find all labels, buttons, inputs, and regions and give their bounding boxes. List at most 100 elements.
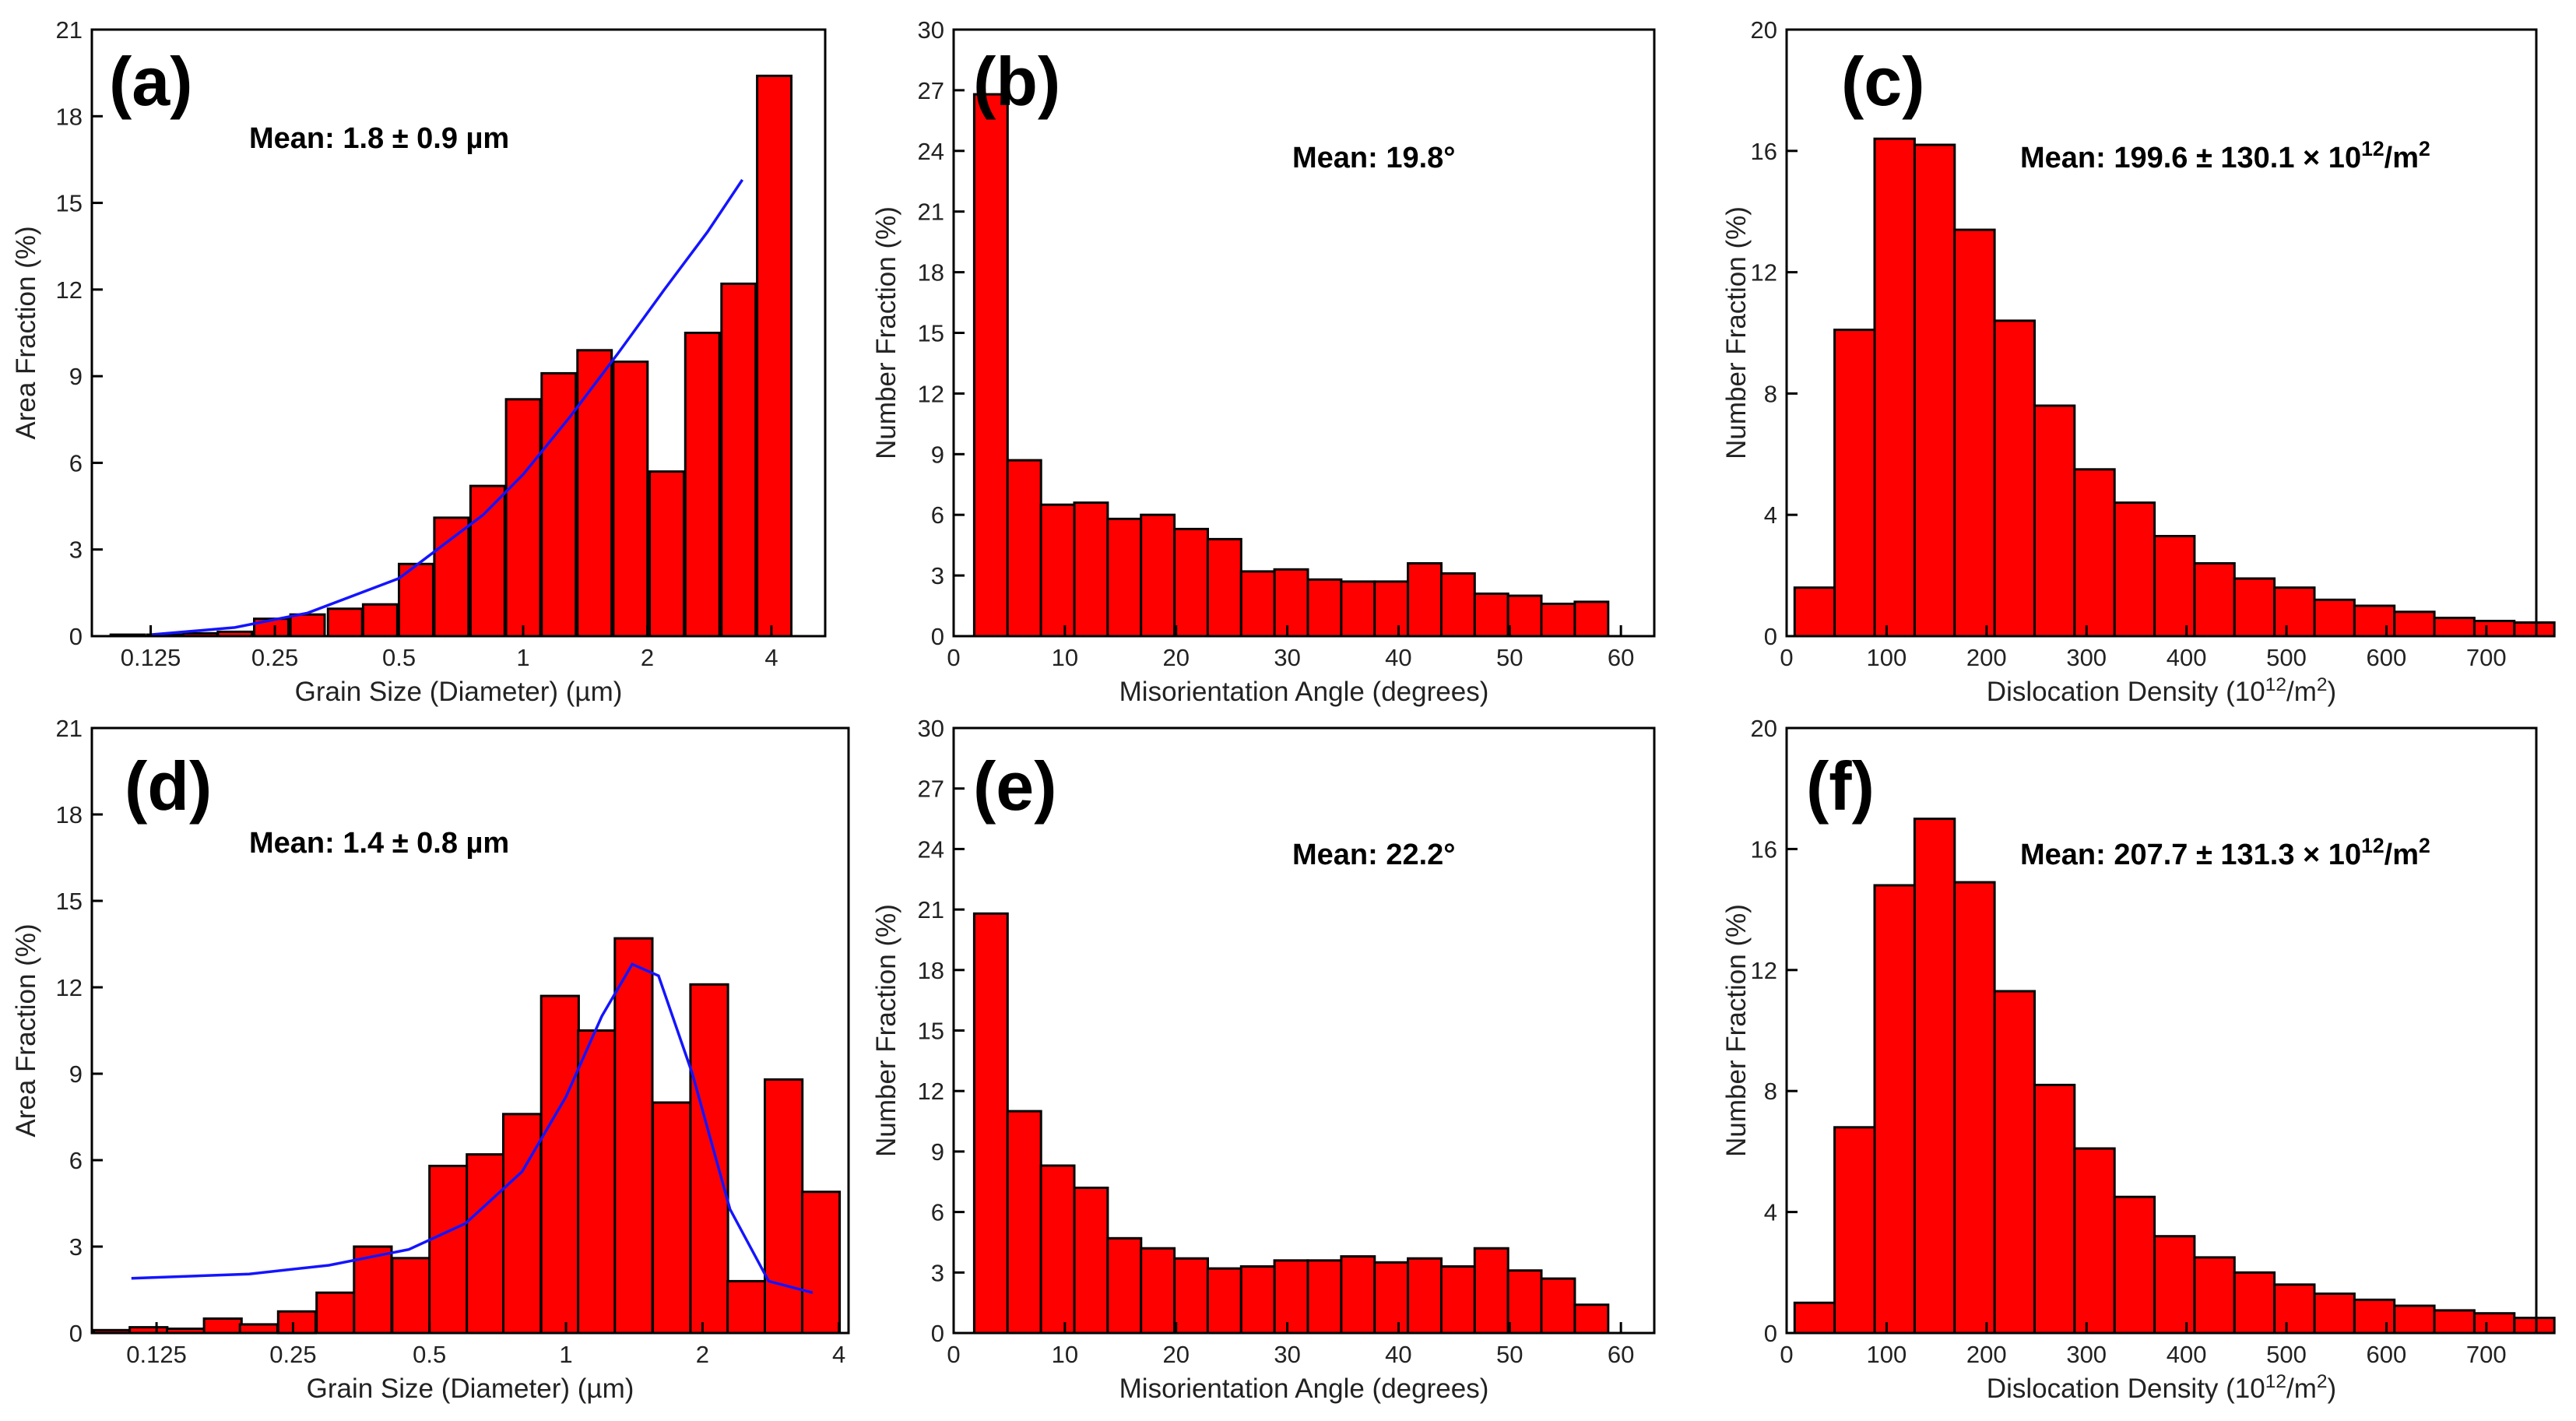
bar-f-3	[1913, 818, 1956, 1335]
y-tick-label-c: 12	[1751, 259, 1777, 287]
bar-c-7	[2073, 468, 2116, 638]
bar-e-10	[1306, 1259, 1343, 1335]
bar-e-18	[1573, 1303, 1610, 1335]
plot-frame-f	[1785, 726, 2538, 1335]
bar-f-10	[2193, 1256, 2236, 1335]
x-tick-label-c: 100	[1867, 644, 1907, 671]
bar-a-18	[756, 74, 792, 638]
bar-f-0	[1793, 1301, 1836, 1335]
x-tick-label-f: 200	[1966, 1341, 2007, 1368]
bar-d-9	[428, 1164, 469, 1335]
x-tick-label-e: 10	[1052, 1341, 1078, 1368]
bar-c-15	[2393, 610, 2436, 638]
bar-f-8	[2113, 1195, 2156, 1335]
x-tick-label-c: 400	[2167, 644, 2207, 671]
x-tick-label-f: 100	[1867, 1341, 1907, 1368]
bar-b-1	[1006, 459, 1042, 638]
x-axis-label-c: Dislocation Density (1012/m2)	[1987, 674, 2336, 708]
fit-curve-d	[131, 962, 814, 1294]
y-tick-label-a: 3	[69, 536, 83, 564]
bar-b-17	[1540, 603, 1576, 638]
y-tick-label-b: 6	[931, 501, 944, 529]
y-tick-label-b: 30	[918, 16, 944, 44]
bar-c-5	[1993, 319, 2037, 638]
bar-c-9	[2153, 535, 2196, 638]
y-tick-label-b: 24	[918, 138, 944, 165]
x-tick-label-f: 400	[2167, 1341, 2207, 1368]
panel-label-d: (d)	[125, 747, 212, 825]
x-axis-label-f: Dislocation Density (1012/m2)	[1987, 1371, 2336, 1405]
y-tick-label-d: 3	[69, 1233, 83, 1261]
y-tick-label-b: 27	[918, 77, 944, 104]
bar-b-8	[1239, 570, 1276, 638]
x-tick-label-e: 0	[947, 1341, 960, 1368]
y-tick-label-b: 3	[931, 562, 944, 589]
x-tick-label-b: 40	[1385, 644, 1411, 671]
bar-a-15	[648, 470, 685, 638]
bar-c-13	[2313, 598, 2356, 638]
bar-c-3	[1913, 143, 1956, 638]
x-tick-label-b: 0	[947, 644, 960, 671]
x-tick-label-e: 20	[1162, 1341, 1189, 1368]
plot-frame-a	[90, 28, 827, 638]
bar-e-6	[1173, 1257, 1209, 1335]
bar-b-14	[1439, 572, 1476, 638]
x-tick-label-d: 0.125	[126, 1341, 187, 1368]
y-tick-label-b: 0	[931, 623, 944, 650]
y-tick-label-a: 21	[56, 16, 83, 44]
y-tick-label-e: 3	[931, 1259, 944, 1286]
bar-f-17	[2472, 1312, 2516, 1335]
bar-c-1	[1833, 329, 1876, 638]
y-tick-label-f: 16	[1751, 835, 1777, 863]
bar-b-7	[1206, 537, 1242, 638]
bar-d-18	[764, 1078, 804, 1335]
bar-c-11	[2233, 577, 2276, 638]
x-tick-label-b: 10	[1052, 644, 1078, 671]
bar-a-6	[326, 607, 364, 638]
bar-a-9	[433, 516, 470, 638]
bar-f-2	[1873, 884, 1916, 1335]
bar-f-13	[2313, 1293, 2356, 1335]
x-tick-label-d: 0.25	[269, 1341, 316, 1368]
x-tick-label-b: 50	[1496, 644, 1523, 671]
bar-e-15	[1473, 1247, 1509, 1335]
bar-c-16	[2433, 617, 2476, 638]
x-tick-label-c: 0	[1780, 644, 1793, 671]
bar-e-7	[1206, 1267, 1242, 1335]
bar-b-13	[1407, 562, 1443, 638]
panel-label-e: (e)	[973, 747, 1057, 825]
x-tick-label-f: 300	[2066, 1341, 2107, 1368]
bar-a-7	[361, 603, 399, 638]
x-tick-label-a: 2	[641, 644, 654, 671]
x-tick-label-a: 0.25	[251, 644, 298, 671]
bar-e-17	[1540, 1277, 1576, 1335]
x-tick-label-a: 4	[764, 644, 778, 671]
x-tick-label-c: 600	[2367, 644, 2407, 671]
x-tick-label-e: 40	[1385, 1341, 1411, 1368]
y-tick-label-f: 12	[1751, 957, 1777, 984]
y-tick-label-a: 18	[56, 103, 83, 130]
bar-c-8	[2113, 501, 2156, 638]
x-tick-label-b: 20	[1162, 644, 1189, 671]
panel-e: 0 3 6 9 12 15 18 21 24 27 30 0 10 20 30 40 50 60 Misorient…	[871, 715, 1656, 1404]
y-tick-label-a: 6	[69, 449, 83, 477]
x-axis-label-a: Grain Size (Diameter) (µm)	[295, 677, 623, 707]
y-axis-label-f: Number Fraction (%)	[1721, 904, 1752, 1157]
bar-c-18	[2513, 621, 2556, 638]
bar-b-9	[1273, 568, 1309, 638]
x-tick-label-f: 600	[2367, 1341, 2407, 1368]
bar-f-18	[2513, 1317, 2556, 1335]
bar-b-16	[1506, 594, 1543, 638]
bar-e-13	[1407, 1257, 1443, 1335]
bar-a-14	[612, 361, 649, 638]
y-tick-label-e: 0	[931, 1320, 944, 1347]
bar-c-14	[2353, 604, 2396, 638]
x-tick-label-d: 0.5	[413, 1341, 446, 1368]
bar-d-15	[652, 1101, 692, 1335]
bar-d-6	[315, 1291, 356, 1335]
x-tick-label-f: 500	[2266, 1341, 2307, 1368]
bar-d-8	[391, 1257, 431, 1335]
y-tick-label-e: 21	[918, 896, 944, 923]
